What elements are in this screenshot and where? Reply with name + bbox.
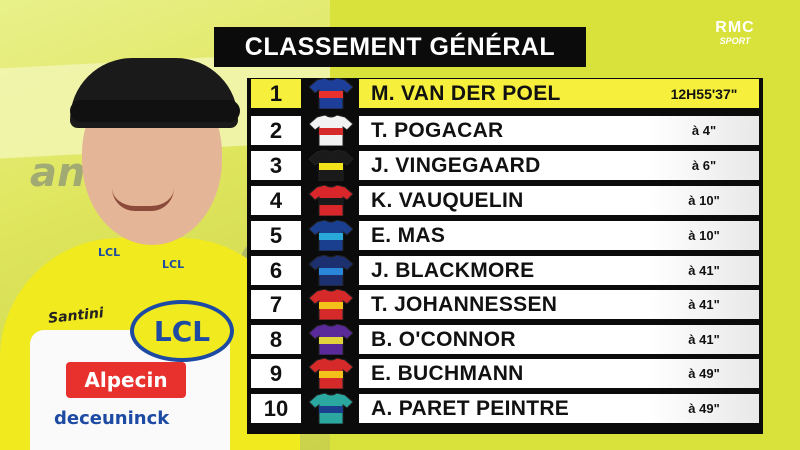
time-gap: à 4" — [649, 116, 759, 145]
rider-name: M. VAN DER POEL — [359, 79, 649, 108]
jersey-lcl-small-right: LCL — [162, 258, 185, 271]
rider-name: K. VAUQUELIN — [359, 186, 649, 215]
standings-row: 6 J. BLACKMORE à 41" — [251, 254, 759, 287]
team-jersey-icon — [307, 77, 355, 110]
time-gap: à 10" — [649, 221, 759, 250]
rank-number: 1 — [251, 79, 301, 108]
time-gap: à 49" — [649, 394, 759, 423]
team-jersey-icon — [307, 219, 355, 252]
rider-name: E. BUCHMANN — [359, 359, 649, 388]
rider-name: E. MAS — [359, 221, 649, 250]
team-jersey-icon — [307, 254, 355, 287]
time-gap: à 6" — [649, 151, 759, 180]
standings-row: 5 E. MAS à 10" — [251, 219, 759, 252]
deceuninck-logo: deceuninck — [54, 408, 170, 429]
standings-row: 1 M. VAN DER POEL 12H55'37" — [251, 77, 759, 110]
rider-name: T. POGACAR — [359, 116, 649, 145]
rank-number: 2 — [251, 116, 301, 145]
rank-number: 6 — [251, 256, 301, 285]
jersey-lcl-small-left: LCL — [98, 246, 121, 259]
standings-row: 2 T. POGACAR à 4" — [251, 114, 759, 147]
rank-number: 9 — [251, 359, 301, 388]
standings-row: 7 T. JOHANNESSEN à 41" — [251, 288, 759, 321]
team-jersey-icon — [307, 323, 355, 356]
cap-visor — [70, 100, 240, 122]
standings-row: 10 A. PARET PEINTRE à 49" — [251, 392, 759, 425]
standings-row: 9 E. BUCHMANN à 49" — [251, 357, 759, 390]
rider-name: J. VINGEGAARD — [359, 151, 649, 180]
rank-number: 7 — [251, 290, 301, 319]
team-jersey-icon — [307, 392, 355, 425]
team-jersey-icon — [307, 149, 355, 182]
rider-name: T. JOHANNESSEN — [359, 290, 649, 319]
alpecin-logo: Alpecin — [66, 362, 186, 398]
rank-number: 10 — [251, 394, 301, 423]
rank-number: 3 — [251, 151, 301, 180]
time-gap: à 10" — [649, 186, 759, 215]
logo-line1: RMC — [715, 19, 755, 36]
leader-time: 12H55'37" — [649, 79, 759, 108]
team-jersey-icon — [307, 288, 355, 321]
standings-row: 3 J. VINGEGAARD à 6" — [251, 149, 759, 182]
team-jersey-icon — [307, 114, 355, 147]
rmc-sport-logo: RMC SPORT — [696, 19, 774, 47]
rider-name: J. BLACKMORE — [359, 256, 649, 285]
standings-title: CLASSEMENT GÉNÉRAL — [214, 27, 586, 67]
standings-board: 1 M. VAN DER POEL 12H55'37" 2 T. POGACAR à 4"… — [247, 77, 763, 434]
time-gap: à 41" — [649, 290, 759, 319]
lcl-badge: LCL — [130, 300, 234, 362]
rank-number: 8 — [251, 325, 301, 354]
rider-smile — [112, 188, 174, 211]
team-jersey-icon — [307, 184, 355, 217]
rider-name: A. PARET PEINTRE — [359, 394, 649, 423]
time-gap: à 41" — [649, 325, 759, 354]
time-gap: à 49" — [649, 359, 759, 388]
rank-number: 4 — [251, 186, 301, 215]
standings-row: 4 K. VAUQUELIN à 10" — [251, 184, 759, 217]
rank-number: 5 — [251, 221, 301, 250]
standings-row: 8 B. O'CONNOR à 41" — [251, 323, 759, 356]
rider-name: B. O'CONNOR — [359, 325, 649, 354]
logo-line2: SPORT — [719, 36, 751, 46]
time-gap: à 41" — [649, 256, 759, 285]
team-jersey-icon — [307, 357, 355, 390]
